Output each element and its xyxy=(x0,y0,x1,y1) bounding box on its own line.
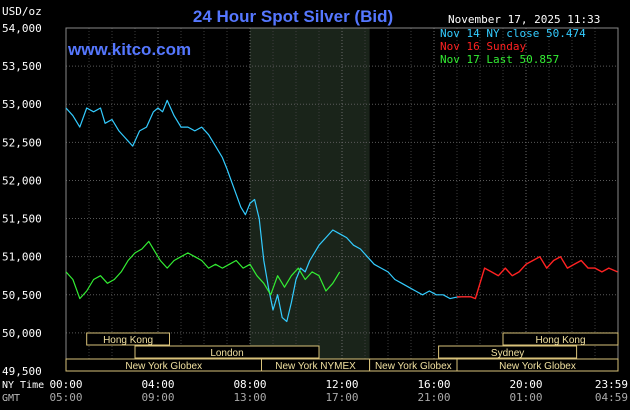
ytick-label: 50,000 xyxy=(2,327,42,340)
watermark: www.kitco.com xyxy=(67,40,191,59)
ny-time-label: NY Time xyxy=(2,380,44,391)
xtick-ny-label: 08:00 xyxy=(233,378,266,391)
session-label: New York Globex xyxy=(499,361,576,372)
series-line xyxy=(457,256,618,300)
session-bar xyxy=(438,345,578,359)
session-bar xyxy=(502,332,619,346)
gmt-label: GMT xyxy=(2,393,20,404)
ytick-label: 53,000 xyxy=(2,98,42,111)
nymex-band xyxy=(250,28,370,371)
ytick-label: 50,500 xyxy=(2,289,42,302)
session-label: New York Globex xyxy=(375,361,452,372)
xtick-gmt-label: 04:59 xyxy=(595,391,628,404)
session-bar xyxy=(86,332,170,346)
xtick-gmt-label: 17:00 xyxy=(325,391,358,404)
date-time: November 17, 2025 11:33 xyxy=(448,13,600,26)
ytick-label: 52,000 xyxy=(2,174,42,187)
xtick-ny-label: 16:00 xyxy=(417,378,450,391)
ytick-label: 53,500 xyxy=(2,60,42,73)
xtick-ny-label: 00:00 xyxy=(49,378,82,391)
session-label: Hong Kong xyxy=(103,335,153,346)
xtick-ny-label: 23:59 xyxy=(595,378,628,391)
xtick-gmt-label: 09:00 xyxy=(141,391,174,404)
ytick-label: 51,500 xyxy=(2,213,42,226)
xtick-ny-label: 20:00 xyxy=(509,378,542,391)
legend-nov14: Nov 14 NY close 50.474 xyxy=(440,27,586,40)
xtick-gmt-label: 13:00 xyxy=(233,391,266,404)
xtick-gmt-label: 21:00 xyxy=(417,391,450,404)
session-label: London xyxy=(210,348,243,359)
session-bar xyxy=(456,358,619,372)
xtick-ny-label: 12:00 xyxy=(325,378,358,391)
xtick-gmt-label: 01:00 xyxy=(509,391,542,404)
session-label: Sydney xyxy=(491,348,524,359)
xtick-ny-label: 04:00 xyxy=(141,378,174,391)
unit-label: USD/oz xyxy=(2,5,42,18)
series-line xyxy=(65,240,341,300)
ytick-label: 54,000 xyxy=(2,22,42,35)
session-bar xyxy=(134,345,320,359)
session-label: Hong Kong xyxy=(535,335,585,346)
ytick-label: 52,500 xyxy=(2,136,42,149)
series-line xyxy=(65,99,471,323)
legend-nov16: Nov 16 Sunday xyxy=(440,40,526,53)
legend-nov17: Nov 17 Last 50.857 xyxy=(440,53,559,66)
ytick-label: 51,000 xyxy=(2,251,42,264)
xtick-gmt-label: 05:00 xyxy=(49,391,82,404)
session-label: New York Globex xyxy=(125,361,202,372)
session-label: New York NYMEX xyxy=(275,361,356,372)
ytick-label: 49,500 xyxy=(2,365,42,378)
chart-title: 24 Hour Spot Silver (Bid) xyxy=(193,7,393,26)
